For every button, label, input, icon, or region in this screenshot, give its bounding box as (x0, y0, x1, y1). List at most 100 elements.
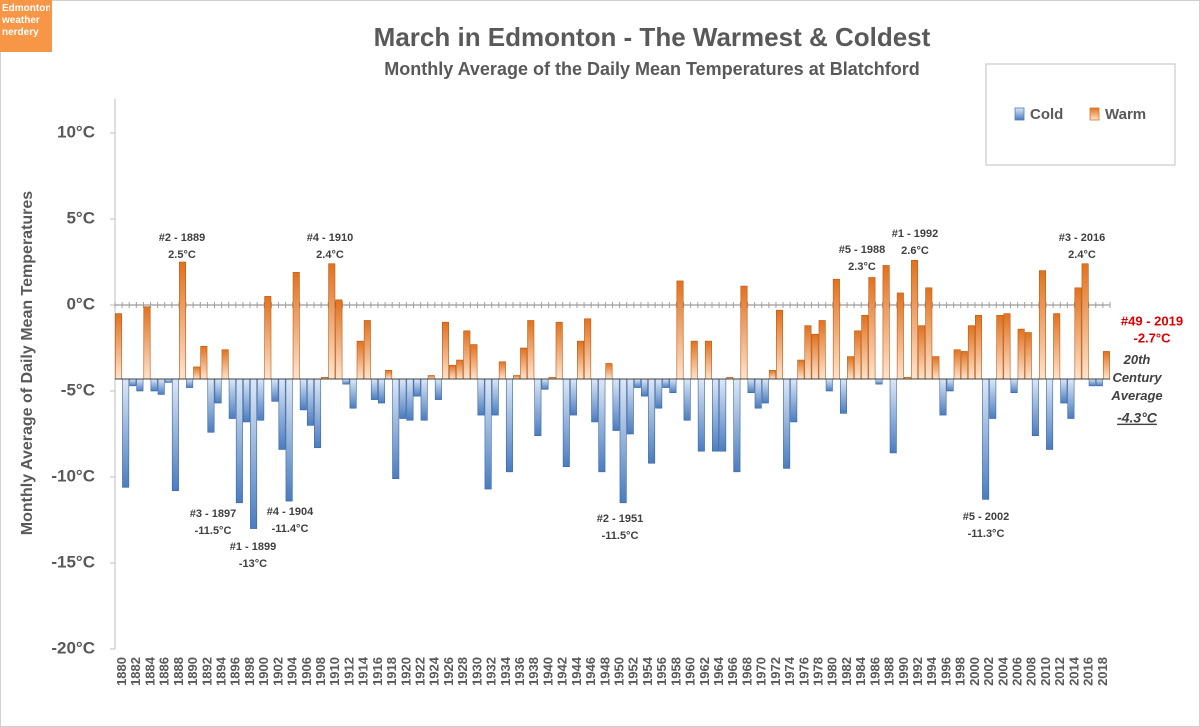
annotation-value: -13°C (239, 558, 267, 570)
bar (633, 378, 641, 388)
bar (953, 349, 961, 380)
bar (193, 366, 201, 380)
x-tick-label: 1962 (697, 657, 712, 686)
annotation-value: 2.4°C (1068, 249, 1096, 261)
bar (605, 363, 613, 380)
annotation-value: 2.3°C (848, 261, 876, 273)
bar (1010, 378, 1018, 394)
y-tick-label: 10°C (57, 122, 95, 141)
annotation-label: #5 - 2002 (963, 511, 1009, 523)
x-tick-label: 1966 (725, 657, 740, 686)
annotation-value: 2.5°C (168, 249, 196, 261)
bar (925, 287, 933, 380)
y-tick-label: 0°C (66, 294, 95, 313)
x-tick-label: 1986 (867, 657, 882, 686)
x-tick-label: 1880 (114, 657, 129, 686)
x-tick-label: 1984 (853, 656, 868, 686)
bar (242, 378, 250, 423)
legend-label: Cold (1030, 106, 1063, 123)
bar (761, 378, 769, 404)
bar (861, 315, 869, 380)
bar (136, 378, 144, 392)
bar (513, 375, 521, 380)
bar (1024, 332, 1032, 380)
x-tick-label: 1944 (569, 656, 584, 686)
x-tick-label: 2000 (967, 657, 982, 686)
badge-text-box: Edmonton weather nerdery (2, 3, 50, 38)
bar (768, 370, 776, 380)
x-tick-label: 1980 (825, 657, 840, 686)
bar (875, 378, 883, 385)
bar (797, 359, 805, 380)
bar (854, 330, 862, 380)
bar (982, 378, 990, 500)
badge (0, 0, 52, 52)
bar (1038, 270, 1046, 380)
annotation-value: -11.5°C (195, 525, 232, 537)
bar (534, 378, 542, 437)
bar (122, 378, 130, 488)
bar (171, 378, 179, 492)
bar (271, 378, 279, 402)
x-tick-label: 1928 (455, 657, 470, 686)
bar (733, 378, 741, 473)
bar (306, 378, 314, 426)
baseline-label: 20th Century Average (1110, 352, 1162, 403)
annotation-label: #5 - 1988 (839, 244, 885, 256)
bar (640, 378, 648, 397)
bar (619, 378, 627, 504)
bar (1003, 313, 1011, 380)
bar (115, 313, 123, 380)
x-tick-label: 1884 (142, 656, 157, 686)
bar (157, 378, 165, 395)
bar (164, 378, 172, 383)
annotation-value: -2.7°C (1134, 330, 1172, 345)
bar (626, 378, 634, 435)
bar (250, 378, 258, 529)
x-tick-label: 1982 (839, 657, 854, 686)
bar (804, 325, 812, 380)
bar (967, 325, 975, 380)
x-tick-label: 1948 (597, 657, 612, 686)
bar (932, 356, 940, 380)
x-tick-label: 2006 (1009, 657, 1024, 686)
bar (569, 378, 577, 416)
bar (818, 320, 826, 380)
bar (200, 345, 208, 380)
bar (896, 292, 904, 380)
bar (825, 378, 833, 392)
bar (697, 378, 705, 452)
bar (747, 378, 755, 394)
annotation-value: -11.3°C (968, 528, 1005, 540)
x-tick-label: 1978 (810, 657, 825, 686)
bar (235, 378, 243, 504)
bar (712, 378, 720, 452)
bar (498, 361, 506, 380)
x-tick-label: 1976 (796, 657, 811, 686)
bar (655, 378, 663, 409)
bar (363, 320, 371, 380)
x-tick-label: 1950 (611, 657, 626, 686)
bar (484, 378, 492, 490)
x-tick-label: 1992 (910, 657, 925, 686)
x-tick-label: 1906 (299, 657, 314, 686)
bar (378, 378, 386, 404)
x-tick-label: 1892 (199, 657, 214, 686)
x-tick-label: 1916 (370, 657, 385, 686)
bar (328, 263, 336, 380)
bar (598, 378, 606, 473)
x-tick-label: 1914 (356, 656, 371, 686)
x-tick-label: 1968 (739, 657, 754, 686)
bar (577, 340, 585, 380)
annotation-label: #49 - 2019 (1121, 313, 1183, 328)
bar (918, 325, 926, 380)
bar (1017, 328, 1025, 380)
bar (704, 340, 712, 380)
x-tick-label: 1970 (754, 657, 769, 686)
annotation-label: #4 - 1910 (307, 232, 353, 244)
x-tick-label: 1934 (498, 656, 513, 686)
x-tick-label: 1974 (782, 656, 797, 686)
bar (783, 378, 791, 469)
x-tick-label: 1938 (526, 657, 541, 686)
